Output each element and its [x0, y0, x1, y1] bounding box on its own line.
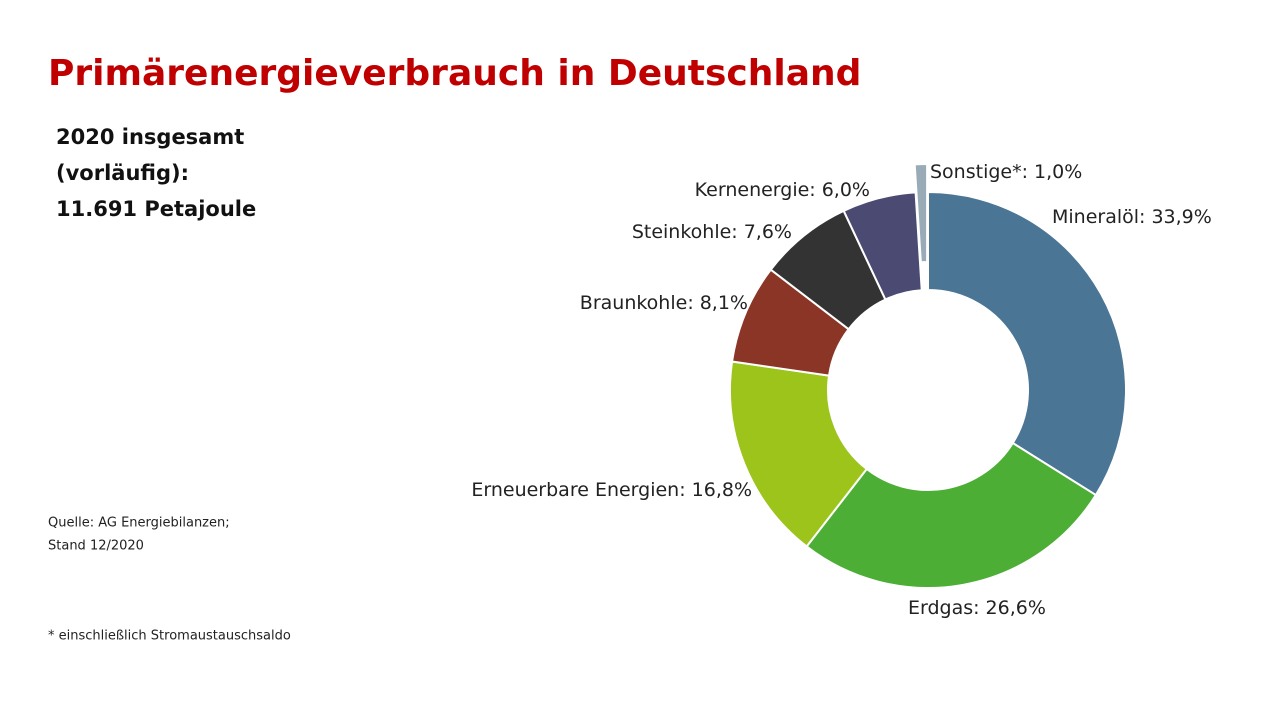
chart-title: Primärenergieverbrauch in Deutschland — [48, 53, 861, 94]
source: Quelle: AG Energiebilanzen; — [48, 516, 230, 531]
subtitle: 2020 insgesamt — [56, 125, 244, 149]
value-label: 1,0% — [1034, 161, 1082, 183]
category-label: Mineralöl: — [1052, 206, 1145, 228]
donut-slice — [805, 441, 1098, 589]
donut-slice — [729, 360, 869, 548]
donut-slice — [913, 163, 929, 264]
slice-label: Sonstige*: 1,0% — [930, 161, 1082, 183]
labels: Mineralöl: 33,9% Erdgas: 26,6% Erneuerbare E… — [471, 161, 1211, 619]
slice-label: Mineralöl: 33,9% — [1052, 206, 1212, 228]
footnote: * einschließlich Stromaustauschsaldo — [48, 629, 291, 644]
category-label: Erneuerbare Energien: — [471, 479, 685, 501]
slice-label: Kernenergie: 6,0% — [695, 179, 870, 201]
slice-label: Erneuerbare Energien: 16,8% — [471, 479, 752, 501]
category-label: Kernenergie: — [695, 179, 816, 201]
value-label: 33,9% — [1151, 206, 1211, 228]
donut-slice — [927, 190, 1127, 497]
value-label: 26,6% — [986, 597, 1046, 619]
category-label: Braunkohle: — [580, 292, 694, 314]
category-label: Steinkohle: — [632, 221, 738, 243]
value-label: 16,8% — [692, 479, 752, 501]
value-label: 6,0% — [822, 179, 870, 201]
slice-label: Erdgas: 26,6% — [908, 597, 1046, 619]
slice-label: Steinkohle: 7,6% — [632, 221, 792, 243]
subtitle: (vorläufig): — [56, 161, 189, 185]
value-label: 7,6% — [744, 221, 792, 243]
value-label: 8,1% — [700, 292, 748, 314]
subtitle: 11.691 Petajoule — [56, 197, 256, 221]
category-label: Sonstige*: — [930, 161, 1028, 183]
donut — [729, 163, 1127, 589]
category-label: Erdgas: — [908, 597, 980, 619]
source: Stand 12/2020 — [48, 539, 144, 554]
slice-label: Braunkohle: 8,1% — [580, 292, 748, 314]
